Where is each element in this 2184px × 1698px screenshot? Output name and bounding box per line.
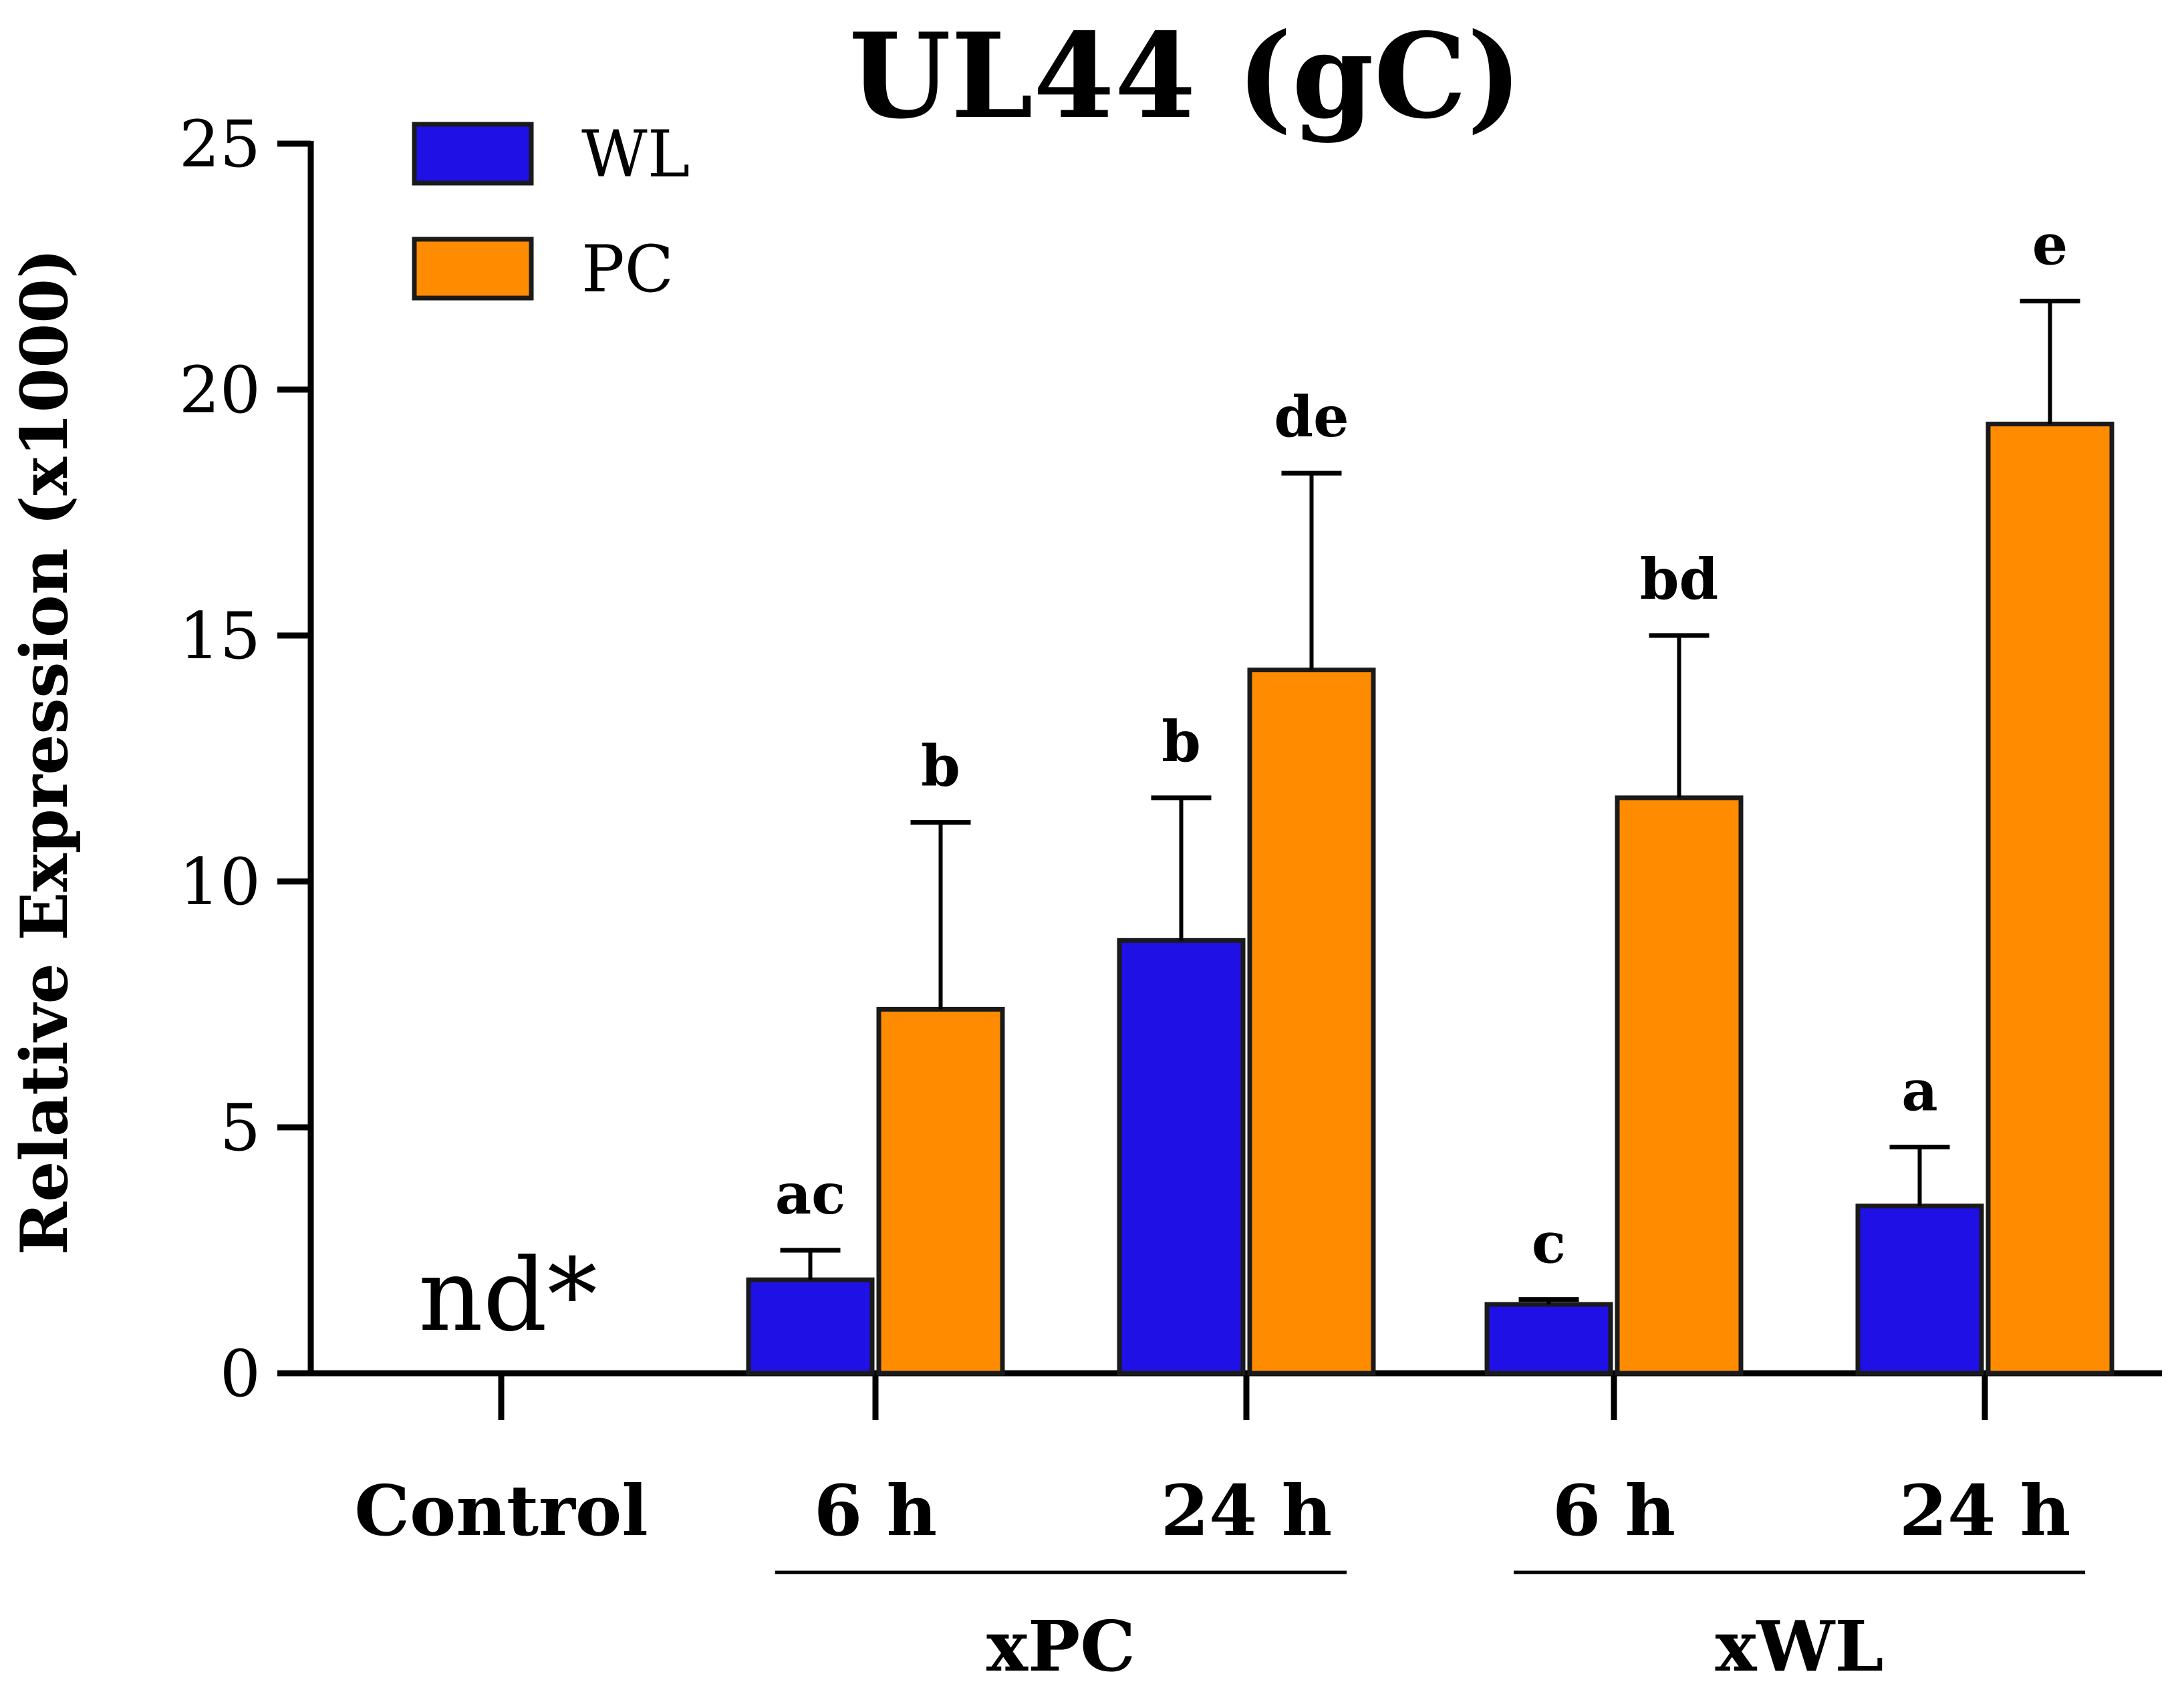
error-bars xyxy=(780,299,2080,1304)
chart-title: UL44 (gC) xyxy=(849,8,1522,145)
significance-label: ac xyxy=(775,1161,846,1227)
significance-label: b xyxy=(921,733,960,799)
significance-label: b xyxy=(1162,708,1201,774)
y-tick-label: 15 xyxy=(179,599,261,674)
significance-label: e xyxy=(2032,212,2068,278)
x-tick-label: 24 h xyxy=(1161,1469,1333,1552)
x-tick-labels: Control 6 h 24 h 6 h 24 h xPC xWL xyxy=(354,1469,2085,1687)
bar-pc xyxy=(876,1006,1005,1376)
x-tick-label: 6 h xyxy=(1552,1469,1675,1552)
group-label: xPC xyxy=(986,1605,1135,1687)
y-axis-label: Relative Expression (x1000) xyxy=(7,249,82,1256)
significance-label: de xyxy=(1274,384,1349,450)
bar-wl xyxy=(746,1277,875,1376)
bar-pc xyxy=(1247,668,1376,1376)
legend: WL PC xyxy=(412,117,690,307)
x-tick-label: Control xyxy=(354,1469,648,1552)
y-tick-label: 0 xyxy=(220,1336,261,1411)
y-tick-label: 10 xyxy=(179,845,261,919)
legend-swatch-pc xyxy=(412,237,534,301)
bar-wl xyxy=(1117,938,1246,1376)
significance-label: bd xyxy=(1640,546,1718,612)
significance-label: c xyxy=(1532,1210,1566,1276)
legend-swatch-wl xyxy=(412,122,534,186)
x-tick-label: 6 h xyxy=(814,1469,937,1552)
axes: 0 5 10 15 20 25 xyxy=(179,107,2162,1420)
legend-label-wl: WL xyxy=(581,117,690,192)
legend-label-pc: PC xyxy=(581,232,674,307)
bar-pc xyxy=(1615,795,1744,1376)
group-label: xWL xyxy=(1716,1605,1884,1687)
bar-wl xyxy=(1484,1302,1613,1376)
y-tick-label: 5 xyxy=(220,1091,261,1165)
y-tick-label: 20 xyxy=(179,353,261,428)
y-tick-label: 25 xyxy=(179,107,261,182)
bar-wl xyxy=(1855,1204,1984,1376)
annotation-nd: nd* xyxy=(418,1238,597,1354)
bar-pc xyxy=(1986,422,2114,1376)
x-tick-label: 24 h xyxy=(1899,1469,2071,1552)
significance-label: a xyxy=(1901,1057,1937,1123)
bars xyxy=(746,422,2114,1376)
